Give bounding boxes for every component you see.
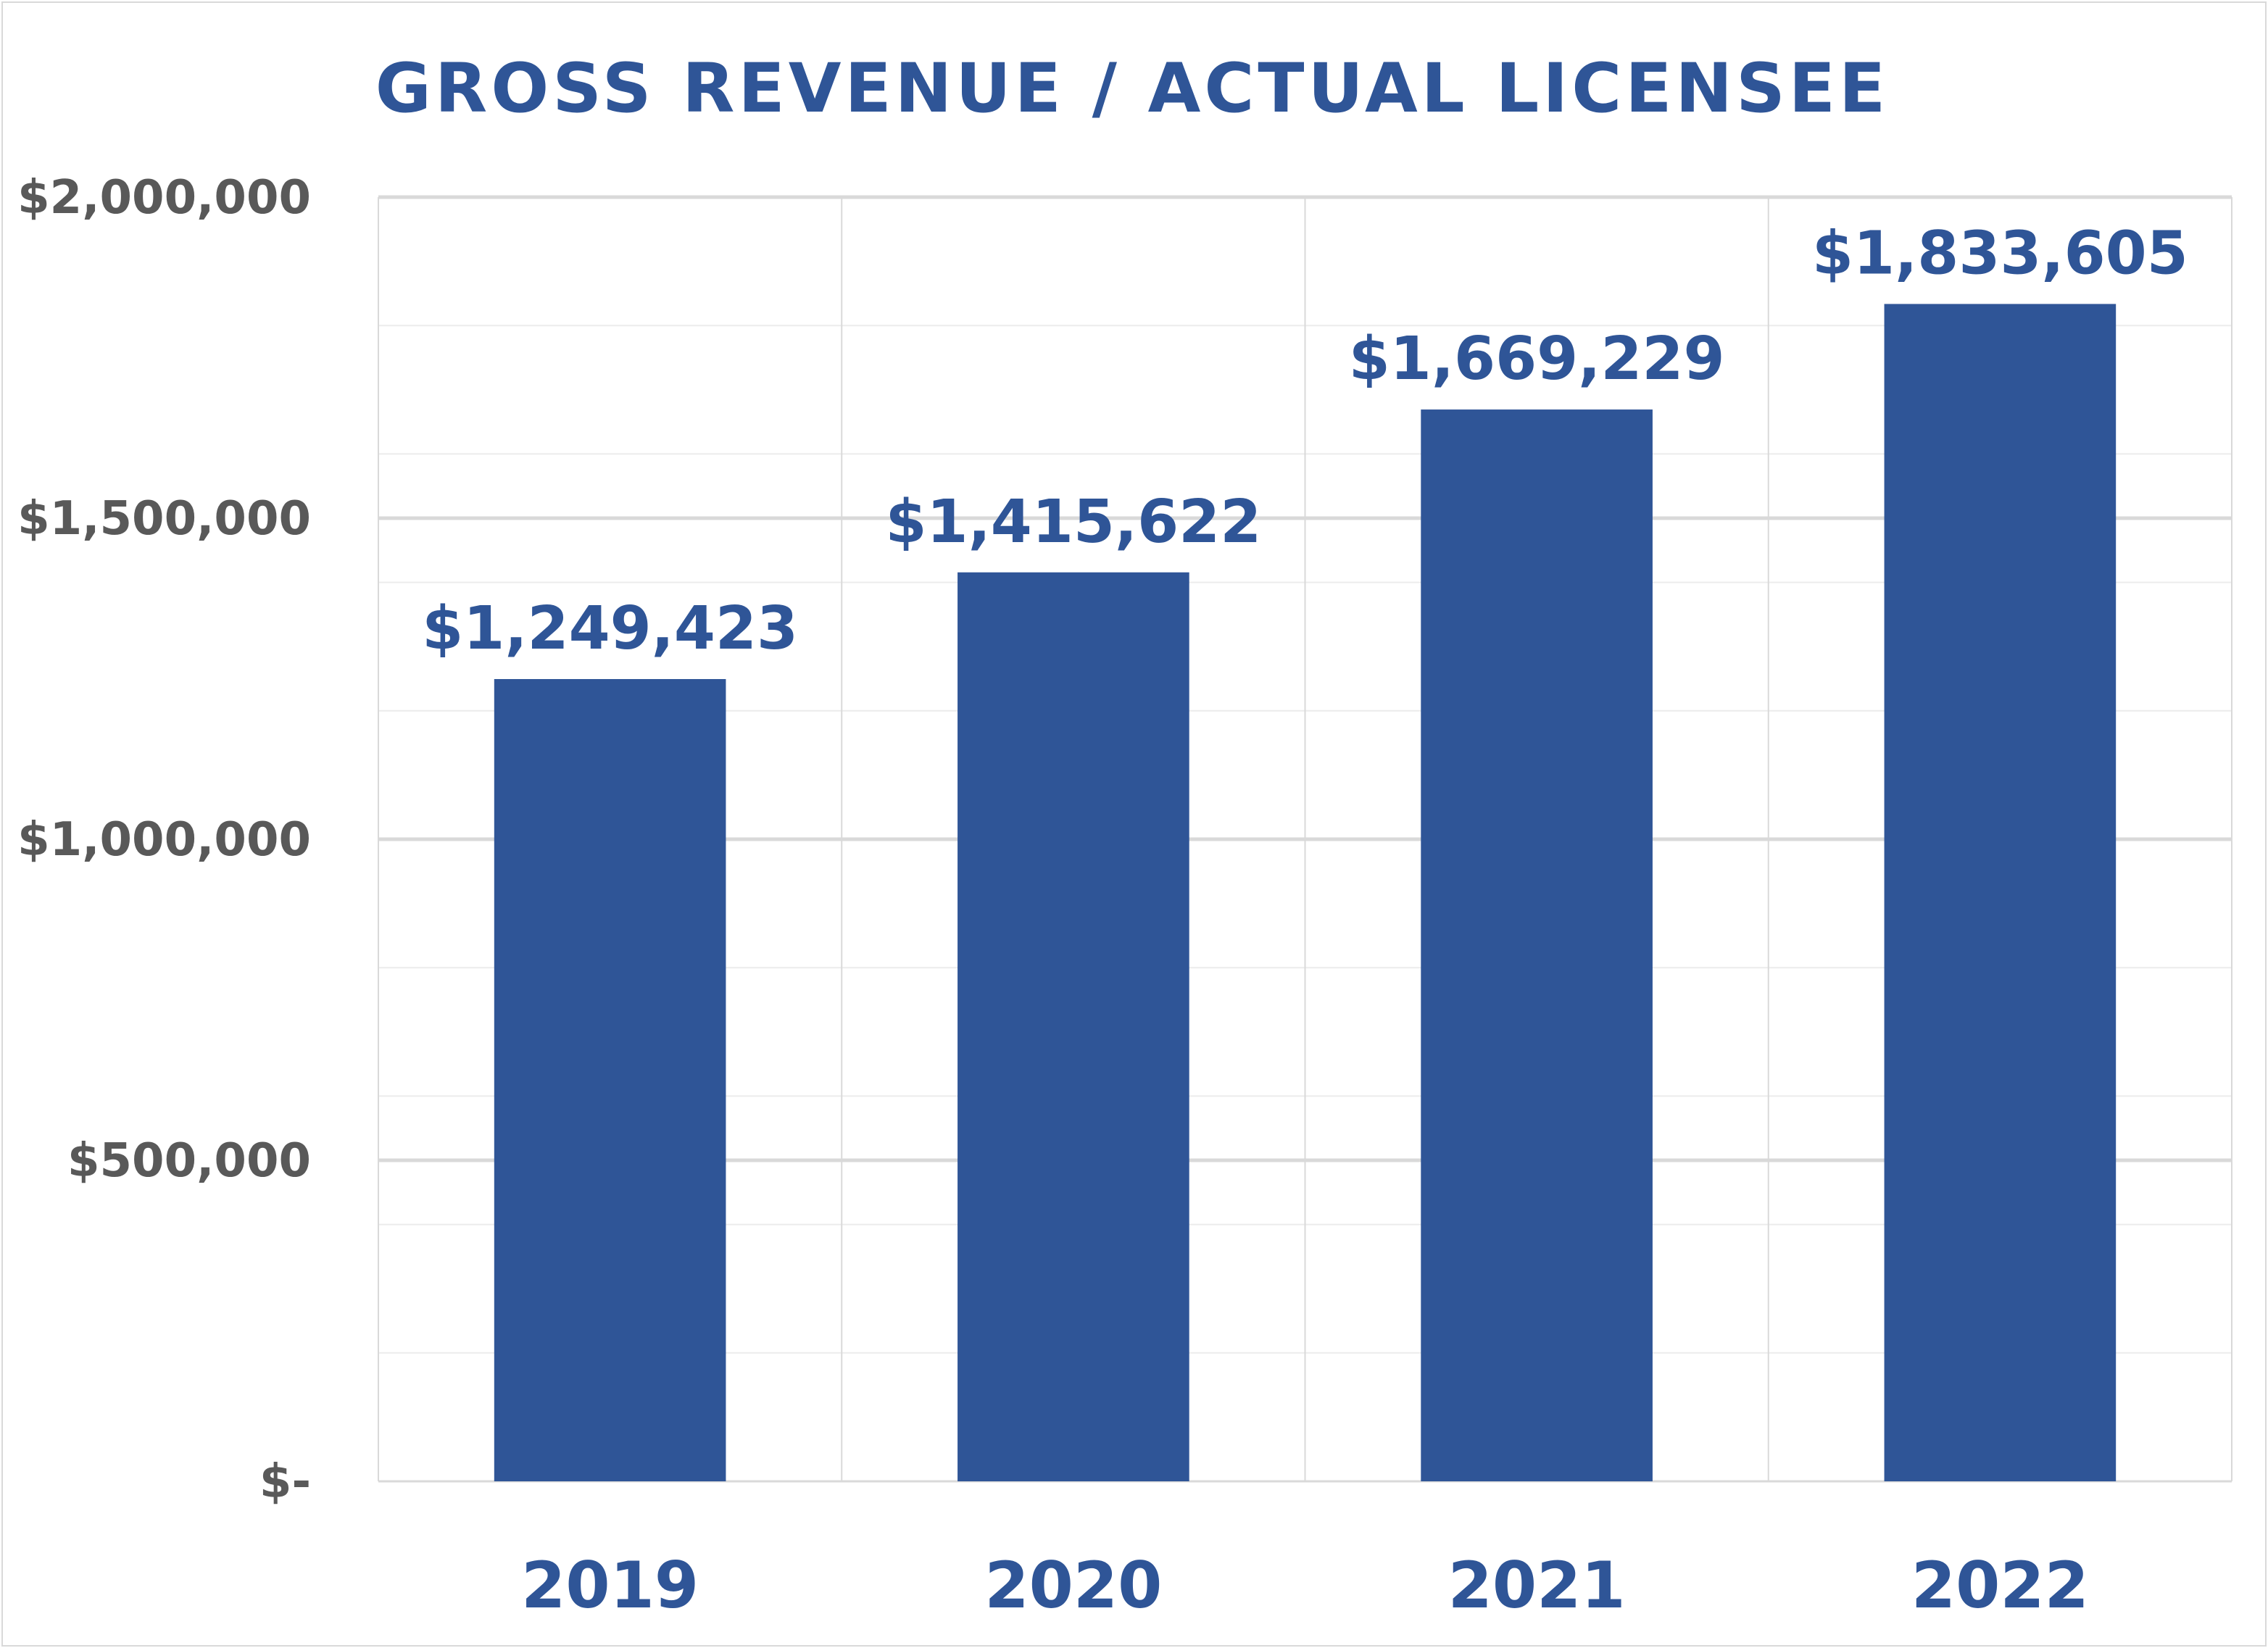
label-layer: $- $500,000 $1,000,000 $1,500,000 $2,000,000…	[17, 171, 2188, 1623]
chart-title: GROSS REVENUE / ACTUAL LICENSEE	[375, 49, 1889, 128]
y-tick-label: $1,500,000	[17, 492, 311, 546]
data-label-2021: $1,669,229	[1349, 325, 1725, 394]
data-label-2020: $1,415,622	[886, 488, 1262, 557]
bar-layer	[494, 304, 2117, 1481]
y-tick-label: $1,000,000	[17, 813, 311, 867]
x-tick-label-2020: 2020	[984, 1548, 1162, 1623]
data-label-2019: $1,249,423	[422, 594, 798, 663]
x-tick-label-2021: 2021	[1448, 1548, 1626, 1623]
y-tick-label: $2,000,000	[17, 171, 311, 225]
y-tick-label: $500,000	[67, 1134, 311, 1188]
bar-2019	[494, 679, 726, 1481]
bar-2022	[1884, 304, 2117, 1481]
bar-2020	[958, 572, 1189, 1481]
x-tick-label-2022: 2022	[1911, 1548, 2089, 1623]
bar-2021	[1421, 409, 1653, 1481]
data-label-2022: $1,833,605	[1812, 219, 2188, 288]
x-tick-label-2019: 2019	[521, 1548, 699, 1623]
bar-chart: $- $500,000 $1,000,000 $1,500,000 $2,000,000…	[17, 49, 2232, 1623]
y-tick-label: $-	[259, 1455, 311, 1509]
